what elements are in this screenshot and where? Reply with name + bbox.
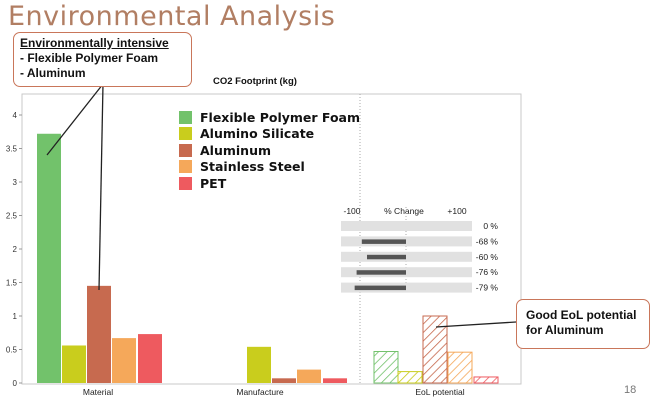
bar-aluminum [272, 378, 296, 383]
change-row-track [341, 251, 472, 262]
legend-swatch [179, 110, 192, 124]
x-category-label: EoL potential [415, 387, 464, 397]
change-row-track [341, 236, 472, 247]
y-tick-label: 3 [13, 178, 18, 187]
callout-line: Good EoL potential [526, 308, 637, 322]
change-row-label: -60 % [476, 252, 499, 262]
legend-label: Stainless Steel [200, 159, 305, 175]
change-row-bar [354, 285, 406, 291]
bar-pet [138, 334, 162, 383]
legend-label: PET [200, 175, 227, 191]
chart-axes: 0 0.5 1 1.5 2 2.5 3 3.5 4 Material Manufacture EoL … [6, 93, 522, 397]
legend-item: Aluminum [179, 142, 360, 159]
chart-legend: Flexible Polymer Foam Alumino Silicate A… [179, 109, 360, 192]
y-tick-label: 3.5 [6, 145, 18, 154]
change-row-label: -68 % [476, 236, 499, 246]
chart-title: CO2 Footprint (kg) [213, 76, 297, 87]
bar-flexible-polymer-foam [373, 351, 399, 384]
callout-item: - Aluminum [20, 66, 86, 80]
y-tick-label: 1 [13, 312, 18, 321]
x-category-label: Material [83, 387, 113, 397]
callout-item: - Flexible Polymer Foam [20, 51, 159, 65]
bar-alumino-silicate [247, 346, 271, 383]
legend-label: Aluminum [200, 142, 271, 158]
leader-line-aluminum [98, 83, 104, 291]
legend-label: Alumino Silicate [200, 126, 315, 142]
legend-swatch [179, 127, 192, 141]
y-tick-label: 4 [13, 111, 18, 120]
y-tick-label: 2 [13, 245, 18, 254]
change-row-bar [356, 270, 406, 275]
legend-swatch [179, 176, 192, 190]
bar-stainless-steel [112, 338, 136, 383]
change-row-bar [367, 254, 406, 260]
change-row-track [341, 267, 472, 278]
legend-item: Flexible Polymer Foam [179, 109, 360, 126]
change-row-label: 0 % [483, 221, 498, 231]
page-number: 18 [624, 384, 637, 396]
change-header-title: % Change [384, 206, 424, 216]
bar-alumino-silicate [397, 371, 423, 384]
change-row-track [341, 282, 472, 293]
change-header-min: -100 [343, 206, 360, 216]
y-tick-label: 1.5 [6, 279, 18, 288]
callout-heading: Environmentally intensive [20, 36, 169, 50]
bar-aluminum [87, 285, 111, 383]
y-tick-label: 2.5 [6, 212, 18, 221]
legend-item: Alumino Silicate [179, 126, 360, 143]
legend-swatch [179, 143, 192, 157]
legend-item: Stainless Steel [179, 159, 360, 176]
y-tick-label: 0 [13, 379, 18, 388]
legend-label: Flexible Polymer Foam [200, 109, 360, 125]
change-row-label: -79 % [476, 283, 499, 293]
legend-swatch [179, 160, 192, 174]
intensive-callout: Environmentally intensive - Flexible Pol… [13, 32, 192, 87]
callout-line: for Aluminum [526, 323, 604, 337]
change-header-max: +100 [447, 206, 466, 216]
bar-pet [323, 378, 347, 383]
plot-frame [21, 93, 522, 385]
bar-stainless-steel [297, 369, 321, 383]
change-row-bar [361, 239, 406, 244]
legend-item: PET [179, 175, 360, 192]
y-tick-label: 0.5 [6, 346, 18, 355]
eol-callout: Good EoL potential for Aluminum [516, 299, 650, 349]
callout-leader-lines [46, 83, 517, 328]
percent-change-panel: -100 % Change +100 0 % -68 % -60 % -76 % -79 % [341, 206, 498, 293]
bar-flexible-polymer-foam [37, 133, 61, 383]
leader-line-eol [435, 321, 517, 328]
change-row-track [341, 221, 472, 231]
bar-stainless-steel [447, 351, 473, 384]
slide-title: Environmental Analysis [8, 1, 336, 32]
change-row-label: -76 % [476, 267, 499, 277]
bar-pet [473, 376, 499, 384]
x-category-label: Manufacture [236, 387, 284, 397]
leader-line-foam [46, 83, 104, 156]
bar-alumino-silicate [62, 345, 86, 383]
